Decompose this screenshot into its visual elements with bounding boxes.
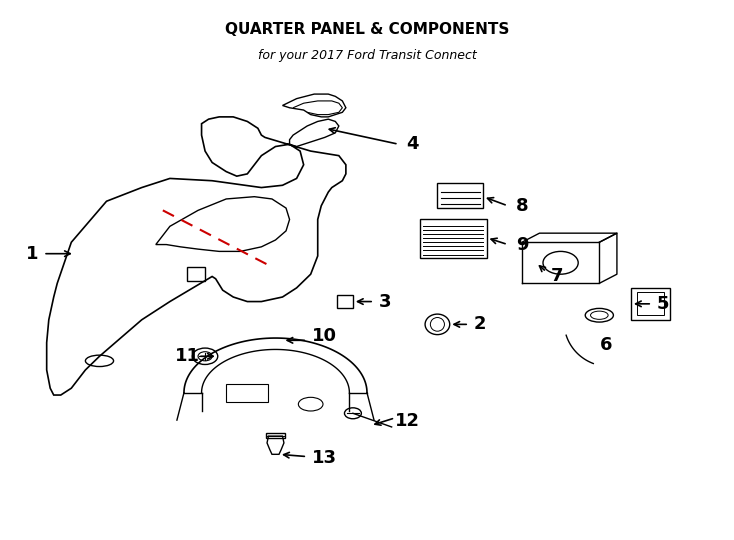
Bar xyxy=(338,295,353,308)
Text: 5: 5 xyxy=(656,295,669,313)
Bar xyxy=(226,383,269,402)
Bar xyxy=(636,293,664,315)
Text: 10: 10 xyxy=(312,327,337,345)
Text: 11: 11 xyxy=(175,347,200,365)
Text: 3: 3 xyxy=(378,293,390,310)
Bar xyxy=(266,433,285,438)
Text: 2: 2 xyxy=(473,315,486,333)
Text: 7: 7 xyxy=(550,267,563,286)
Text: 13: 13 xyxy=(312,449,337,467)
Text: for your 2017 Ford Transit Connect: for your 2017 Ford Transit Connect xyxy=(258,49,476,62)
Text: 9: 9 xyxy=(515,235,528,254)
Text: 12: 12 xyxy=(396,412,421,430)
Text: 6: 6 xyxy=(600,336,613,354)
Text: 8: 8 xyxy=(515,197,528,215)
Text: 4: 4 xyxy=(407,135,419,153)
Bar xyxy=(420,219,487,258)
Text: QUARTER PANEL & COMPONENTS: QUARTER PANEL & COMPONENTS xyxy=(225,22,509,37)
Text: 1: 1 xyxy=(26,245,39,262)
Bar xyxy=(631,288,669,320)
